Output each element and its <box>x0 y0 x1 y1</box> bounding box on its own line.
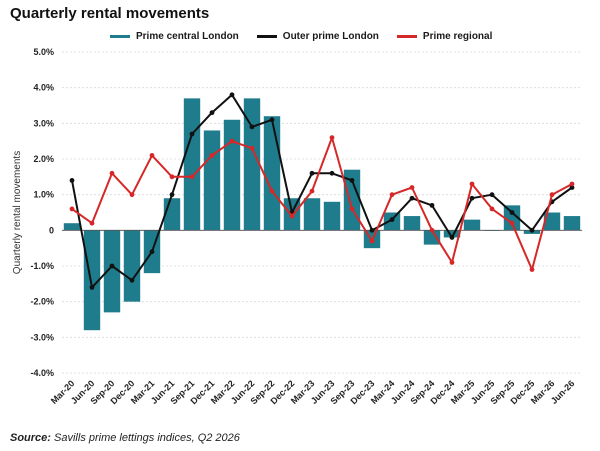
bar-prime-central-london <box>243 98 261 231</box>
legend-item-outer-prime-london: Outer prime London <box>256 31 379 42</box>
point-outer-prime-london <box>429 202 435 208</box>
y-axis-title: Quarterly rental movements <box>12 151 23 274</box>
bar-prime-central-london <box>323 201 341 231</box>
series-line-prime-regional <box>71 136 573 271</box>
chart-title: Quarterly rental movements <box>10 5 210 22</box>
point-outer-prime-london <box>409 195 415 201</box>
y-tick-label: 1.0% <box>33 190 54 200</box>
point-outer-prime-london <box>469 195 475 201</box>
point-outer-prime-london <box>309 170 315 176</box>
bar-prime-central-london <box>123 230 141 302</box>
point-prime-regional <box>529 267 535 272</box>
point-outer-prime-london <box>349 178 355 183</box>
point-outer-prime-london <box>109 263 115 269</box>
point-prime-regional <box>89 220 95 226</box>
point-prime-regional <box>469 181 475 187</box>
legend-item-prime-regional: Prime regional <box>396 31 493 42</box>
y-tick-label: 0 <box>49 225 54 235</box>
bar-prime-central-london <box>423 230 441 245</box>
y-tick-label: -2.0% <box>30 297 54 307</box>
y-tick-label: -4.0% <box>30 368 54 378</box>
point-prime-regional <box>489 206 495 212</box>
bar-prime-central-london <box>563 216 581 231</box>
point-prime-regional <box>149 153 155 158</box>
point-outer-prime-london <box>149 249 155 255</box>
point-prime-regional <box>289 213 295 219</box>
point-outer-prime-london <box>89 285 95 290</box>
legend-label-prime-central-london: Prime central London <box>136 31 239 42</box>
point-prime-regional <box>229 138 235 144</box>
point-prime-regional <box>409 185 415 190</box>
point-prime-regional <box>169 174 175 180</box>
point-outer-prime-london <box>489 192 495 198</box>
bar-prime-central-london <box>83 230 101 331</box>
point-outer-prime-london <box>209 110 215 116</box>
point-prime-regional <box>449 260 455 265</box>
point-outer-prime-london <box>269 117 275 123</box>
source-text: Savills prime lettings indices, Q2 2026 <box>54 432 240 444</box>
point-outer-prime-london <box>389 217 395 223</box>
point-prime-regional <box>329 135 335 141</box>
legend-item-prime-central-london: Prime central London <box>110 31 239 42</box>
bar-prime-central-london <box>183 98 201 231</box>
point-prime-regional <box>389 192 395 198</box>
point-outer-prime-london <box>449 235 455 240</box>
chart-legend: Prime central London Outer prime London … <box>110 31 510 42</box>
bar-prime-central-london <box>223 119 241 231</box>
point-prime-regional <box>249 145 255 151</box>
source-note: Source: Savills prime lettings indices, … <box>10 432 240 444</box>
source-label: Source: <box>10 432 51 444</box>
point-prime-regional <box>109 170 115 176</box>
y-tick-label: 5.0% <box>33 47 54 57</box>
point-outer-prime-london <box>229 92 235 98</box>
bar-prime-central-london <box>103 230 121 313</box>
bar-prime-central-london <box>543 212 561 231</box>
point-outer-prime-london <box>529 227 535 233</box>
legend-swatch-outer <box>256 35 277 38</box>
point-outer-prime-london <box>189 131 195 137</box>
point-prime-regional <box>69 206 75 212</box>
bar-prime-central-london <box>463 219 481 231</box>
point-outer-prime-london <box>569 185 575 190</box>
y-tick-label: 3.0% <box>33 118 54 128</box>
point-prime-regional <box>549 192 555 198</box>
y-tick-label: 2.0% <box>33 154 54 164</box>
point-outer-prime-london <box>329 170 335 176</box>
bar-prime-central-london <box>443 230 461 238</box>
bar-prime-central-london <box>403 216 421 231</box>
y-tick-label: 4.0% <box>33 83 54 93</box>
y-tick-label: -3.0% <box>30 332 54 342</box>
bar-prime-central-london <box>303 198 321 231</box>
point-outer-prime-london <box>169 192 175 198</box>
point-prime-regional <box>369 238 375 244</box>
legend-label-outer-prime-london: Outer prime London <box>282 31 379 42</box>
bar-prime-central-london <box>163 198 181 231</box>
point-prime-regional <box>569 181 575 187</box>
point-prime-regional <box>509 220 515 226</box>
point-outer-prime-london <box>69 178 75 183</box>
point-prime-regional <box>209 153 215 158</box>
point-prime-regional <box>309 188 315 194</box>
series-line-outer-prime-london <box>71 93 573 289</box>
point-prime-regional <box>189 174 195 180</box>
point-prime-regional <box>349 206 355 212</box>
bar-prime-central-london <box>503 205 521 231</box>
point-prime-regional <box>429 227 435 233</box>
point-prime-regional <box>129 192 135 198</box>
legend-swatch-bar <box>110 35 130 38</box>
bar-prime-central-london <box>263 116 281 231</box>
legend-label-prime-regional: Prime regional <box>422 31 493 42</box>
bar-prime-central-london <box>203 130 221 231</box>
point-outer-prime-london <box>129 277 135 283</box>
y-tick-label: -1.0% <box>30 261 54 271</box>
legend-swatch-regional <box>396 35 417 38</box>
point-outer-prime-london <box>369 227 375 233</box>
point-outer-prime-london <box>509 210 515 215</box>
point-outer-prime-london <box>249 124 255 130</box>
point-prime-regional <box>269 188 275 194</box>
bar-prime-central-london <box>63 223 81 231</box>
